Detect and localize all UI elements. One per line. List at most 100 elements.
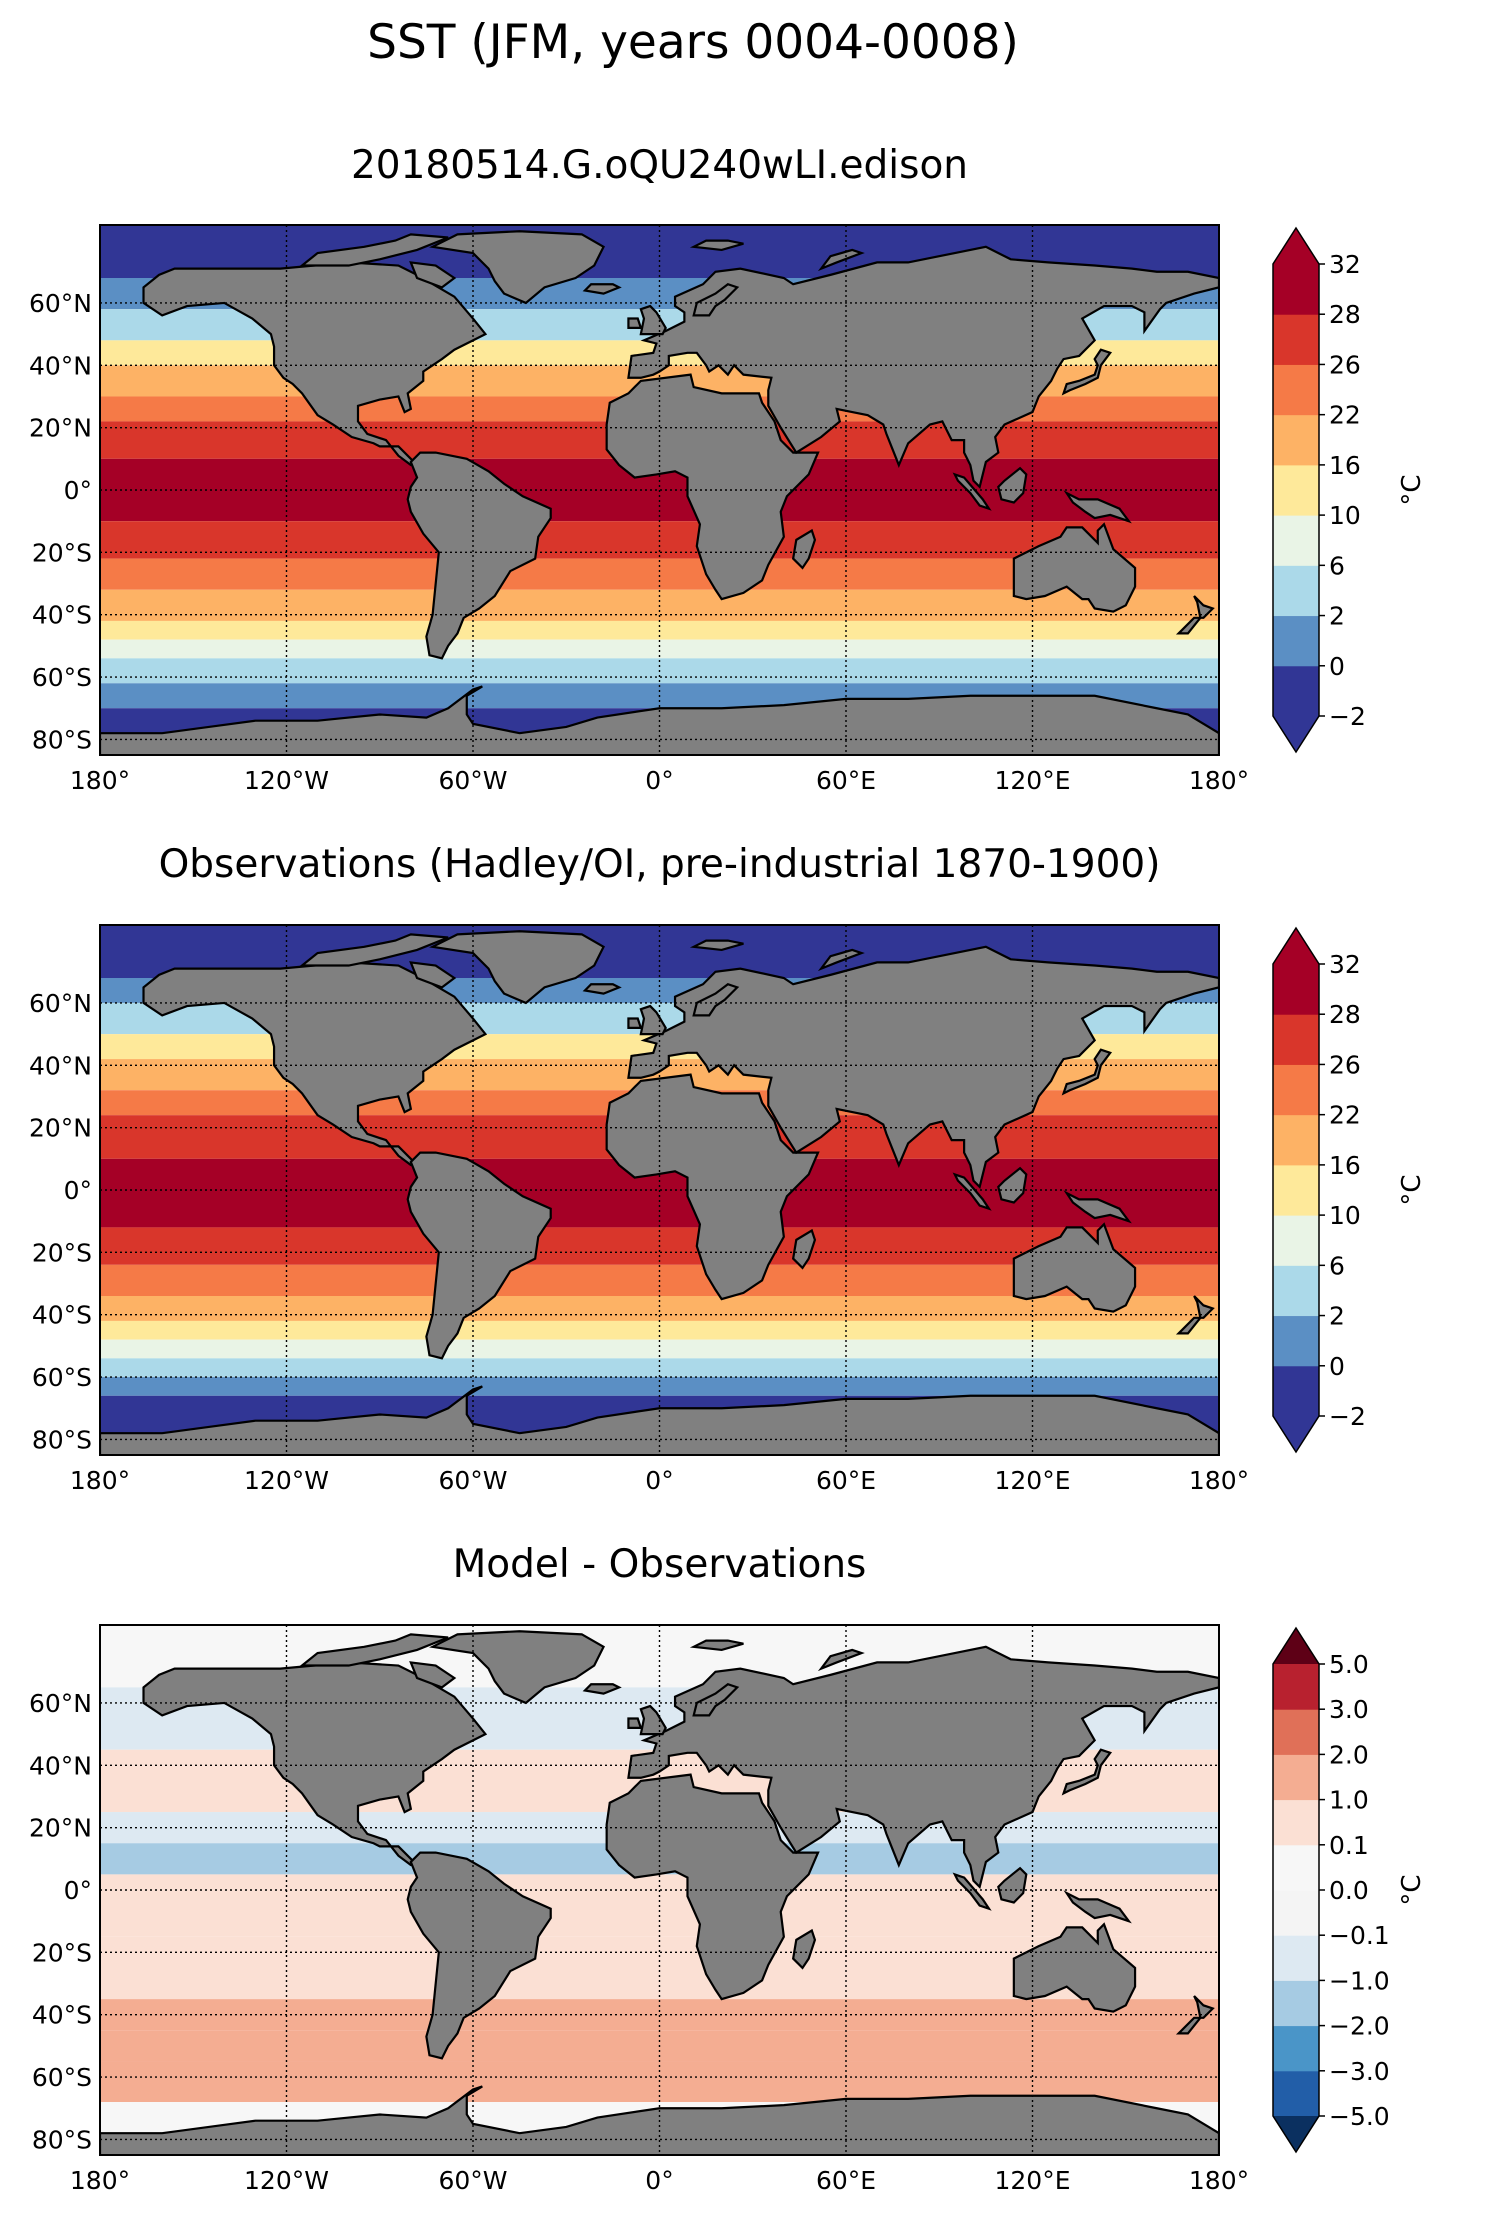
colorbar-tick-label: 10 [1329,1201,1361,1230]
colorbar-swatch [1273,1799,1319,1846]
lat-tick-label: 40°N [29,1751,92,1780]
lat-tick-label: 60°S [32,663,92,692]
lat-tick-label: 40°N [29,351,92,380]
colorbar-swatch [1273,1215,1319,1266]
ocean-band [100,639,1219,659]
colorbar-swatch [1273,414,1319,466]
lat-tick-label: 40°S [32,1301,92,1330]
lon-tick-label: 180° [70,766,130,795]
lon-tick-label: 60°W [438,2166,507,2195]
colorbar-tick-label: −0.1 [1329,1921,1390,1950]
colorbar-swatch [1273,264,1319,315]
lat-tick-label: 40°S [32,2001,92,2030]
colorbar-tick-label: −5.0 [1329,2102,1390,2131]
colorbar-tick-label: 6 [1329,551,1345,580]
colorbar-tick-label: 28 [1329,300,1361,329]
colorbar-swatch [1273,665,1319,717]
colorbar-tick-label: 2.0 [1329,1740,1369,1769]
lon-tick-label: 120°W [244,2166,329,2195]
colorbar-tick-label: 2 [1329,1302,1345,1331]
colorbar-swatch [1273,1114,1319,1166]
colorbar-tick-label: 16 [1329,1151,1361,1180]
lon-tick-label: 120°E [994,766,1070,795]
map-frame [99,924,1220,1456]
colorbar-swatch [1273,1980,1319,2027]
colorbar-swatch [1273,565,1319,617]
colorbar-tick-label: 0.0 [1329,1876,1369,1905]
colorbar-extend-high [1273,228,1319,264]
panel-title: Model - Observations [453,1542,867,1587]
lat-tick-label: 80°S [32,725,92,754]
map-panel-1: 20180514.G.oQU240wLI.edison 60°N 40°N 20°N 0… [29,143,1427,795]
colorbar-extend-low [1273,2116,1319,2152]
colorbar-swatch [1273,1315,1319,1367]
colorbar-swatch [1273,1365,1319,1417]
ocean-band [100,1358,1219,1378]
colorbar-swatch [1273,314,1319,365]
colorbar-tick-label: −2.0 [1329,2012,1390,2041]
colorbar-swatch [1273,615,1319,667]
colorbar-swatch [1273,1890,1319,1936]
lat-tick-label: 60°N [29,989,92,1018]
lat-tick-label: 0° [64,476,92,505]
colorbar-tick-label: 2 [1329,602,1345,631]
colorbar-label: °C [1397,474,1427,505]
map-panel-2: Observations (Hadley/OI, pre-industrial … [29,842,1427,1495]
lat-tick-label: 60°S [32,1363,92,1392]
colorbar-tick-label: −3.0 [1329,2057,1390,2086]
colorbar-swatch [1273,2025,1319,2072]
ocean-band [100,1296,1219,1321]
lon-tick-label: 0° [645,1466,673,1495]
figure-title: SST (JFM, years 0004-0008) [367,15,1019,70]
lon-tick-label: 120°W [244,1466,329,1495]
graticule [100,1625,1219,2155]
lat-tick-label: 20°N [29,414,92,443]
colorbar-tick-label: 0.1 [1329,1831,1369,1860]
lon-tick-label: 60°E [816,1466,876,1495]
colorbar-tick-label: 1.0 [1329,1786,1369,1815]
colorbar-extend-low [1273,1416,1319,1452]
lon-tick-label: 180° [1189,766,1249,795]
lat-tick-label: 20°N [29,1114,92,1143]
colorbar-tick-label: −1.0 [1329,1966,1390,1995]
colorbar-swatch [1273,515,1319,566]
colorbar-tick-label: 26 [1329,350,1361,379]
lat-tick-label: 40°N [29,1051,92,1080]
colorbar-swatch [1273,1844,1319,1891]
colorbar-tick-label: 26 [1329,1050,1361,1079]
lat-tick-label: 60°N [29,289,92,318]
colorbar-label: °C [1397,1174,1427,1205]
colorbar-tick-label: 6 [1329,1251,1345,1280]
lat-tick-label: 80°S [32,2125,92,2154]
colorbar-swatch [1273,1164,1319,1216]
colorbar-tick-label: 32 [1329,950,1361,979]
colorbar-swatch [1273,2070,1319,2117]
colorbar-tick-label: −2 [1329,702,1366,731]
lon-tick-label: 60°W [438,766,507,795]
lat-tick-label: 80°S [32,1425,92,1454]
lat-tick-label: 20°S [32,1238,92,1267]
colorbar-swatch [1273,1265,1319,1317]
lat-tick-label: 60°S [32,2063,92,2092]
lat-tick-label: 60°N [29,1689,92,1718]
colorbar-tick-label: 22 [1329,401,1361,430]
colorbar-tick-label: 22 [1329,1101,1361,1130]
colorbar-tick-label: −2 [1329,1402,1366,1431]
lon-tick-label: 120°E [994,2166,1070,2195]
lon-tick-label: 120°W [244,766,329,795]
lat-tick-label: 20°S [32,1938,92,1967]
panel-title: 20180514.G.oQU240wLI.edison [351,143,968,188]
colorbar-swatch [1273,1064,1319,1116]
ocean-band [100,1339,1219,1359]
colorbar-tick-label: 5.0 [1329,1650,1369,1679]
lon-tick-label: 60°E [816,766,876,795]
colorbar-tick-label: 32 [1329,250,1361,279]
colorbar-swatch [1273,964,1319,1015]
lon-tick-label: 0° [645,2166,673,2195]
map-panel-3: Model - Observations 60°N 40°N 20°N 0° 20°S 40… [29,1542,1427,2195]
lat-tick-label: 40°S [32,601,92,630]
lat-tick-label: 0° [64,1176,92,1205]
colorbar-tick-label: 0 [1329,652,1345,681]
